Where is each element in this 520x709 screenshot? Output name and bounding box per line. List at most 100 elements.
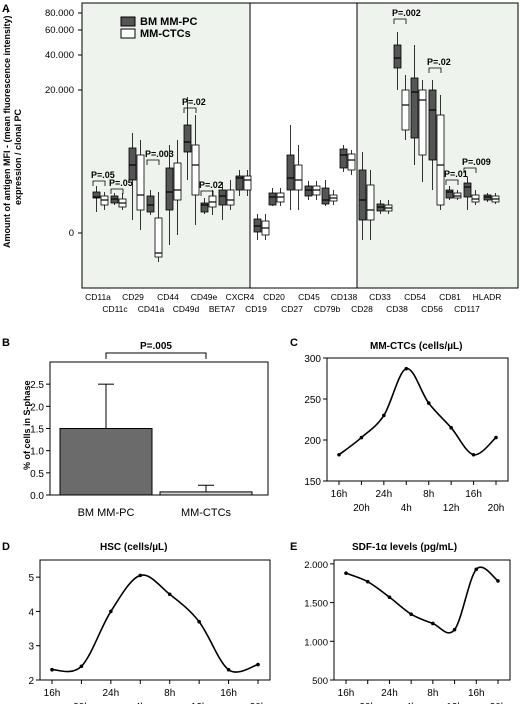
box-bm-mm-pc bbox=[304, 185, 313, 197]
y-tick-label: 1.500 bbox=[304, 599, 328, 610]
y-tick-label: 40.000 bbox=[45, 50, 74, 61]
x-label-marker: CD45 bbox=[298, 292, 320, 302]
x-tick-label: 4h bbox=[401, 503, 412, 514]
p-value-label: P=.02 bbox=[182, 97, 206, 107]
y-tick-label: 300 bbox=[304, 354, 321, 365]
x-label-marker: CD44 bbox=[157, 292, 179, 302]
box-bm-mm-pc bbox=[235, 175, 244, 191]
y-tick-label: 500 bbox=[312, 676, 328, 687]
y-tick-label: 80.000 bbox=[45, 8, 74, 19]
box-bm-mm-pc bbox=[321, 187, 330, 205]
x-label-marker: CD79b bbox=[314, 304, 341, 314]
y-tick-label: 150 bbox=[304, 477, 321, 488]
data-point bbox=[387, 595, 392, 599]
panel-a-box-plot: 80.000 60.000 40.000 20.000 0 BM MM-PCMM-CTCs… bbox=[45, 2, 519, 314]
x-tick-label: 20h bbox=[353, 503, 370, 514]
box-bm-mm-pc bbox=[339, 148, 348, 169]
p-value-bracket bbox=[105, 352, 207, 359]
box-bm-mm-pc bbox=[410, 77, 419, 139]
box-bm-mm-pc bbox=[268, 192, 277, 206]
p-value-label: P=.01 bbox=[444, 169, 468, 179]
x-tick-label: 24h bbox=[381, 688, 398, 699]
panel-b-letter: B bbox=[2, 337, 10, 349]
data-point bbox=[426, 401, 431, 405]
panel-a-letter: A bbox=[2, 3, 10, 15]
plot-frame bbox=[326, 357, 509, 482]
p-value-label: P=.05 bbox=[91, 170, 115, 180]
box-mm-ctcs bbox=[347, 153, 356, 171]
y-tick-label: 5 bbox=[28, 573, 34, 584]
unshaded-region bbox=[249, 2, 358, 289]
p-value-label: P=.02 bbox=[199, 180, 223, 190]
data-point bbox=[359, 435, 364, 440]
y-tick-label: 0 bbox=[69, 228, 74, 239]
box-mm-ctcs bbox=[226, 189, 235, 206]
bar bbox=[59, 428, 153, 496]
x-tick-label: 8h bbox=[423, 489, 434, 500]
p-value-bracket bbox=[200, 190, 214, 196]
x-category-label: MM-CTCs bbox=[181, 507, 232, 519]
x-label-marker: CD33 bbox=[369, 292, 391, 302]
box-bm-mm-pc bbox=[445, 189, 454, 199]
x-label-marker: CD11c bbox=[102, 304, 128, 314]
legend-swatch bbox=[120, 28, 136, 39]
box-mm-ctcs bbox=[401, 89, 410, 131]
box-bm-mm-pc bbox=[146, 195, 155, 213]
plot-frame bbox=[333, 559, 511, 681]
box-mm-ctcs bbox=[418, 89, 427, 156]
p-value-label: P=.05 bbox=[109, 178, 133, 188]
p-value-bracket bbox=[393, 18, 407, 24]
data-point bbox=[404, 366, 409, 371]
box-mm-ctcs bbox=[154, 217, 163, 258]
data-point bbox=[365, 579, 370, 584]
shaded-region-adhesion bbox=[81, 2, 251, 289]
x-tick-label: 16h bbox=[44, 688, 61, 699]
box-bm-mm-pc bbox=[218, 189, 227, 206]
panel-e-title: SDF-1α levels (pg/mL) bbox=[352, 542, 457, 553]
x-category-label: BM MM-PC bbox=[78, 507, 135, 519]
x-label-marker: CD11a bbox=[85, 292, 111, 302]
box-bm-mm-pc bbox=[92, 191, 101, 199]
x-tick-label: 8h bbox=[164, 688, 175, 699]
box-bm-mm-pc bbox=[286, 154, 295, 191]
y-tick-label: 0.0 bbox=[30, 491, 44, 502]
panel-c-title: MM-CTCs (cells/µL) bbox=[370, 341, 462, 352]
y-tick-label: 200 bbox=[304, 436, 321, 447]
panel-d-letter: D bbox=[2, 541, 10, 553]
data-point bbox=[344, 571, 348, 575]
y-tick-label: 3 bbox=[28, 642, 34, 653]
y-tick-label: 2.000 bbox=[304, 560, 328, 571]
y-tick-label: 1.0 bbox=[30, 447, 44, 458]
x-tick-label: 16h bbox=[465, 489, 482, 500]
box-mm-ctcs bbox=[294, 164, 303, 191]
p-value-bracket bbox=[445, 179, 459, 185]
box-mm-ctcs bbox=[436, 114, 445, 206]
box-mm-ctcs bbox=[191, 144, 200, 196]
legend-swatch bbox=[120, 16, 136, 27]
x-label-marker: CD56 bbox=[421, 304, 443, 314]
x-label-marker: CD19 bbox=[245, 304, 267, 314]
data-point bbox=[226, 667, 231, 672]
y-tick-label: 2.5 bbox=[30, 380, 44, 391]
x-tick-label: 12h bbox=[443, 503, 460, 514]
p-value-bracket bbox=[146, 159, 160, 165]
box-bm-mm-pc bbox=[165, 167, 174, 211]
panel-d-line-chart: 234516h20h24h4h8h12h16h20h bbox=[28, 559, 271, 709]
box-bm-mm-pc bbox=[393, 44, 402, 69]
x-label-marker: CD117 bbox=[454, 304, 480, 314]
x-tick-label: 20h bbox=[488, 503, 505, 514]
panel-c-line-chart: 150 200 250 300 16h 20h 24h 4h 8h 12h 16h 20h bbox=[304, 354, 509, 514]
x-label-marker: CD29 bbox=[122, 292, 144, 302]
x-label-marker: BETA7 bbox=[209, 304, 236, 314]
data-point bbox=[50, 667, 54, 672]
box-mm-ctcs bbox=[366, 184, 375, 221]
x-tick-label: 16h bbox=[338, 688, 355, 699]
x-tick-label: 16h bbox=[468, 688, 485, 699]
p-value-bracket bbox=[183, 107, 197, 113]
x-label-marker: CD28 bbox=[351, 304, 373, 314]
data-point bbox=[449, 425, 453, 430]
y-tick-label: 20.000 bbox=[45, 85, 74, 96]
data-point bbox=[337, 452, 341, 457]
x-tick-label: 16h bbox=[331, 489, 348, 500]
data-point bbox=[431, 621, 435, 626]
